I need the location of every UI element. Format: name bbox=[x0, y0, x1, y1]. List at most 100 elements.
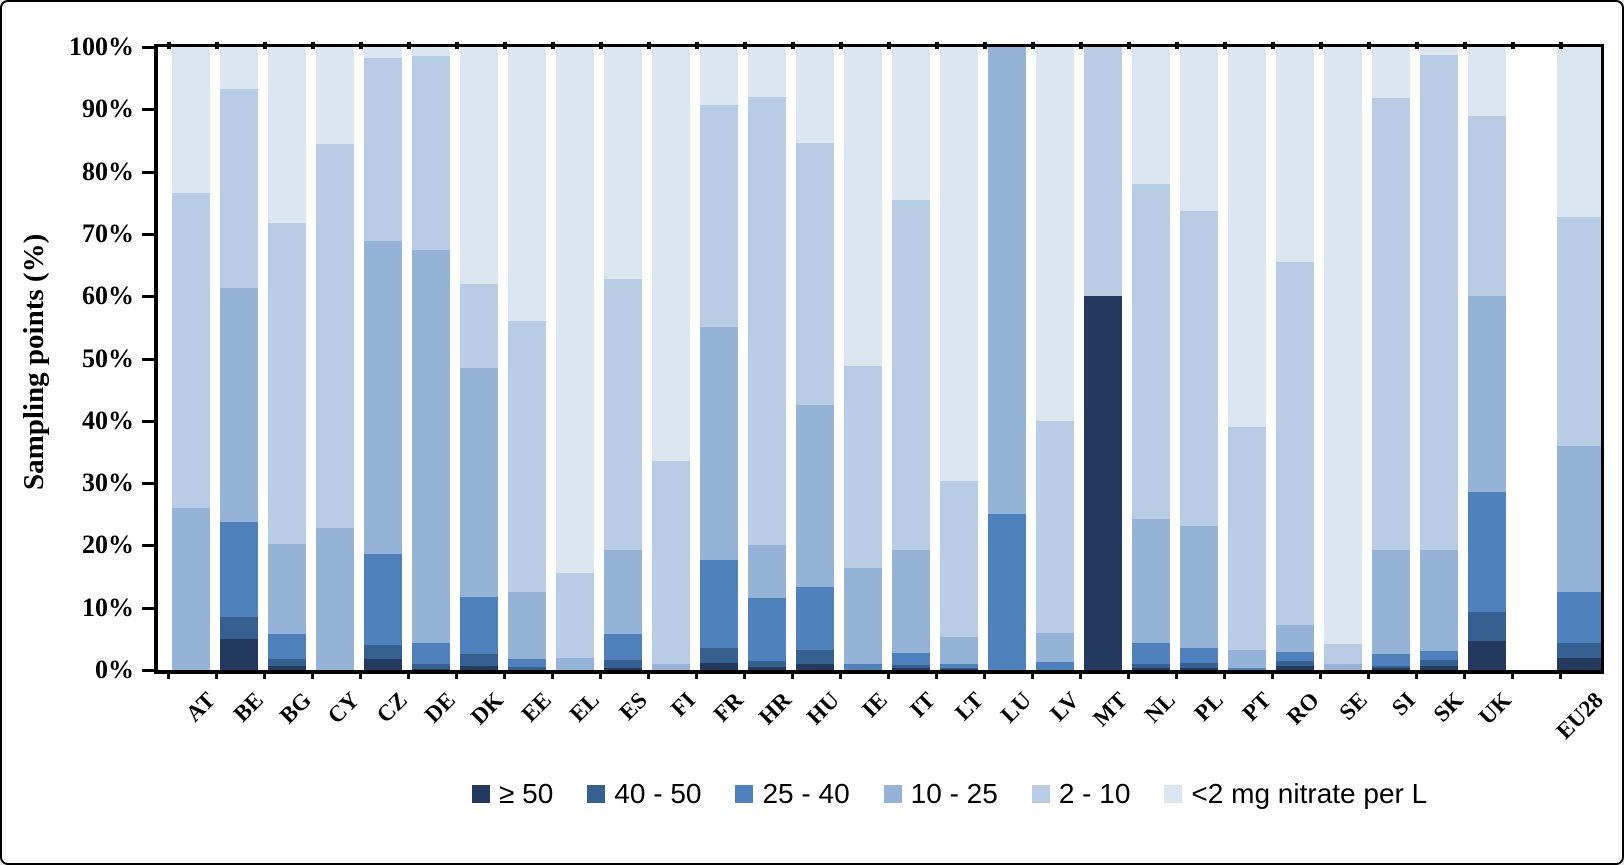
segment-FI-10 - 25 bbox=[652, 663, 690, 670]
segment-HR-40 - 50 bbox=[748, 661, 786, 667]
segment-ES-2 - 10 bbox=[604, 278, 642, 551]
segment-EE-10 - 25 bbox=[508, 592, 546, 659]
segment-SI-25 - 40 bbox=[1372, 653, 1410, 667]
top-axis-tick bbox=[263, 42, 267, 49]
segment-RO-10 - 25 bbox=[1276, 625, 1314, 652]
segment-NL-2 - 10 bbox=[1132, 184, 1170, 520]
segment-DE-10 - 25 bbox=[412, 250, 450, 643]
segment-AT-<2 mg nitrate per L bbox=[172, 47, 210, 194]
segment-EU28-25 - 40 bbox=[1557, 592, 1601, 644]
legend-swatch bbox=[472, 785, 490, 803]
x-axis-tick bbox=[359, 670, 362, 679]
bar-DE bbox=[412, 47, 450, 670]
x-axis-tick bbox=[215, 670, 218, 679]
y-tick-10% bbox=[142, 606, 154, 610]
top-axis-tick bbox=[1511, 42, 1515, 49]
segment-LT-2 - 10 bbox=[940, 481, 978, 638]
top-axis-tick bbox=[359, 42, 363, 49]
top-axis-tick bbox=[1031, 42, 1035, 49]
segment-EE-25 - 40 bbox=[508, 658, 546, 667]
bar-FI bbox=[652, 47, 690, 670]
segment-CZ-40 - 50 bbox=[364, 645, 402, 659]
legend-swatch bbox=[735, 785, 754, 803]
top-axis-tick bbox=[887, 42, 891, 49]
bar-MT bbox=[1084, 47, 1122, 670]
segment-SI-40 - 50 bbox=[1372, 666, 1410, 669]
bar-LU bbox=[988, 47, 1026, 670]
segment-UK-2 - 10 bbox=[1468, 115, 1506, 297]
segment-ES-≥ 50 bbox=[604, 667, 642, 670]
segment-LU-10 - 25 bbox=[988, 47, 1026, 515]
segment-ES-10 - 25 bbox=[604, 550, 642, 634]
segment-DE-<2 mg nitrate per L bbox=[412, 47, 450, 56]
segment-ES-<2 mg nitrate per L bbox=[604, 47, 642, 279]
y-tick-50% bbox=[142, 357, 154, 361]
bar-IE bbox=[844, 47, 882, 670]
y-tick-20% bbox=[142, 544, 154, 548]
segment-FR-2 - 10 bbox=[700, 104, 738, 328]
segment-AT-10 - 25 bbox=[172, 508, 210, 670]
bar-AT bbox=[172, 47, 210, 670]
segment-BE-2 - 10 bbox=[220, 88, 258, 288]
segment-DK-≥ 50 bbox=[460, 666, 498, 670]
segment-PL-10 - 25 bbox=[1180, 525, 1218, 648]
segment-PT-10 - 25 bbox=[1228, 650, 1266, 668]
top-axis-tick bbox=[1079, 42, 1083, 49]
top-axis-tick bbox=[647, 42, 651, 49]
segment-HR-2 - 10 bbox=[748, 96, 786, 546]
segment-LT-≥ 50 bbox=[940, 668, 978, 670]
segment-SK-40 - 50 bbox=[1420, 660, 1458, 666]
x-axis-tick bbox=[503, 670, 506, 679]
segment-LV-25 - 40 bbox=[1036, 661, 1074, 670]
bar-HR bbox=[748, 47, 786, 670]
segment-UK-<2 mg nitrate per L bbox=[1468, 47, 1506, 116]
top-axis-tick bbox=[1127, 42, 1131, 49]
segment-UK-≥ 50 bbox=[1468, 641, 1506, 670]
segment-SK-25 - 40 bbox=[1420, 651, 1458, 661]
bar-SI bbox=[1372, 47, 1410, 670]
y-tick-100% bbox=[142, 46, 154, 49]
legend-item: 25 - 40 bbox=[735, 778, 850, 810]
segment-BG-40 - 50 bbox=[268, 658, 306, 666]
segment-EL-10 - 25 bbox=[556, 657, 594, 670]
y-tick-label-60%: 60% bbox=[82, 281, 134, 311]
segment-RO-<2 mg nitrate per L bbox=[1276, 47, 1314, 262]
segment-CZ-<2 mg nitrate per L bbox=[364, 47, 402, 59]
top-axis-tick bbox=[311, 42, 315, 49]
y-tick-60% bbox=[142, 295, 154, 299]
segment-SK-2 - 10 bbox=[1420, 54, 1458, 550]
y-tick-label-50%: 50% bbox=[82, 343, 134, 373]
x-axis-tick bbox=[935, 670, 938, 679]
top-axis-tick bbox=[599, 42, 603, 49]
x-axis-tick bbox=[983, 670, 986, 679]
top-axis-tick bbox=[1175, 42, 1179, 49]
y-tick-80% bbox=[142, 170, 154, 174]
x-axis-tick bbox=[1511, 670, 1514, 679]
segment-SI-10 - 25 bbox=[1372, 549, 1410, 654]
bar-SE bbox=[1324, 47, 1362, 670]
x-axis-tick bbox=[1319, 670, 1322, 679]
y-tick-label-70%: 70% bbox=[82, 218, 134, 248]
segment-SI-2 - 10 bbox=[1372, 98, 1410, 550]
segment-EU28-≥ 50 bbox=[1557, 657, 1601, 670]
x-axis-tick bbox=[791, 670, 794, 679]
segment-EE-2 - 10 bbox=[508, 321, 546, 593]
bar-DK bbox=[460, 47, 498, 670]
top-axis-tick bbox=[1223, 42, 1227, 49]
segment-IE-<2 mg nitrate per L bbox=[844, 47, 882, 366]
segment-NL-40 - 50 bbox=[1132, 663, 1170, 668]
segment-EU28-<2 mg nitrate per L bbox=[1557, 47, 1601, 217]
bar-PT bbox=[1228, 47, 1266, 670]
x-axis-tick bbox=[1031, 670, 1034, 679]
y-tick-0% bbox=[142, 669, 154, 672]
top-axis-tick bbox=[983, 42, 987, 49]
segment-LT-10 - 25 bbox=[940, 637, 978, 665]
segment-SI-<2 mg nitrate per L bbox=[1372, 47, 1410, 99]
legend-label: 25 - 40 bbox=[762, 778, 850, 809]
segment-DE-≥ 50 bbox=[412, 668, 450, 670]
legend-swatch bbox=[883, 785, 902, 803]
top-axis-tick bbox=[791, 42, 795, 49]
segment-FR-≥ 50 bbox=[700, 663, 738, 670]
x-axis-tick bbox=[695, 670, 698, 679]
